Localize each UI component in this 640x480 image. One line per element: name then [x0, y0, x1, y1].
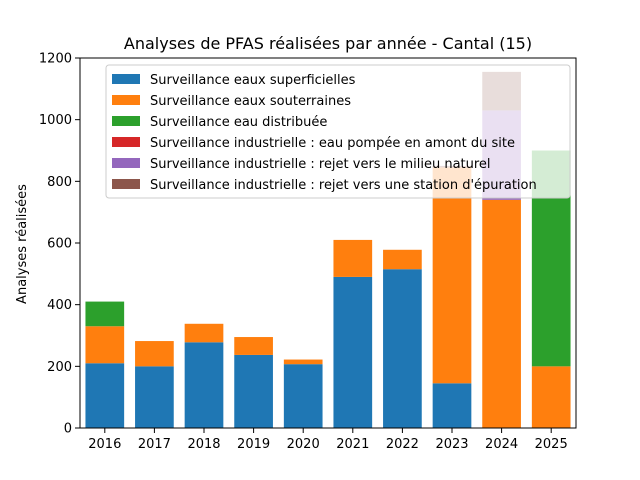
x-tick-label: 2019	[237, 437, 270, 452]
legend-swatch	[112, 179, 140, 189]
x-tick-label: 2018	[187, 437, 220, 452]
y-tick-label: 0	[64, 422, 72, 437]
bar-2023-series-0	[432, 383, 472, 428]
bar-2022-series-0	[383, 269, 422, 428]
bar-2021-series-0	[333, 276, 373, 428]
bar-2016-series-0	[85, 363, 125, 428]
bar-2016-series-1	[85, 326, 125, 364]
legend-swatch	[112, 116, 140, 126]
legend-label: Surveillance eaux superficielles	[150, 73, 356, 88]
legend-label: Surveillance industrielle : rejet vers l…	[150, 157, 491, 172]
chart-title: Analyses de PFAS réalisées par année - C…	[124, 34, 532, 53]
bar-2021-series-1	[333, 239, 373, 277]
legend-frame	[105, 64, 571, 199]
bar-2016-series-2	[85, 301, 125, 327]
legend-swatch	[112, 74, 140, 84]
bar-2019-series-0	[234, 354, 273, 428]
bar-2025-series-1	[531, 366, 571, 428]
x-tick-label: 2016	[88, 437, 121, 452]
legend: Surveillance eaux superficielles Surveill…	[105, 64, 571, 199]
bar-2020-series-0	[283, 364, 323, 428]
legend-swatch	[112, 137, 140, 147]
y-axis-label: Analyses réalisées	[15, 184, 30, 304]
x-tick-label: 2021	[336, 437, 369, 452]
y-tick-label: 200	[47, 360, 72, 375]
x-tick-label: 2017	[138, 437, 171, 452]
bar-2018-series-1	[184, 323, 224, 343]
y-tick-label: 1000	[39, 113, 72, 128]
legend-swatch	[112, 95, 140, 105]
x-tick-label: 2024	[485, 437, 518, 452]
x-tick-label: 2025	[535, 437, 568, 452]
legend-swatch	[112, 158, 140, 168]
y-tick-label: 800	[47, 175, 72, 190]
bar-2024-series-1	[482, 199, 521, 428]
x-axis: 2016 2017 2018 2019 2020 2021 2022 2023 2024 2025	[88, 428, 568, 452]
legend-label: Surveillance industrielle : rejet vers u…	[150, 178, 537, 193]
x-tick-label: 2023	[435, 437, 468, 452]
y-tick-label: 400	[47, 298, 72, 313]
legend-label: Surveillance eaux souterraines	[150, 94, 351, 109]
y-tick-label: 1200	[39, 52, 72, 67]
bar-2023-series-1	[432, 167, 472, 384]
x-tick-label: 2022	[386, 437, 419, 452]
legend-label: Surveillance eau distribuée	[150, 115, 327, 130]
y-axis: 0 200 400 600 800 1000 1200	[39, 52, 80, 437]
plot-frame	[79, 57, 577, 429]
bar-2022-series-1	[383, 249, 422, 270]
bar-2020-series-1	[283, 359, 323, 365]
bar-2017-series-0	[135, 366, 174, 428]
bar-2019-series-1	[234, 337, 273, 355]
x-tick-label: 2020	[287, 437, 320, 452]
bar-2017-series-1	[135, 341, 174, 367]
y-tick-label: 600	[47, 237, 72, 252]
bar-2018-series-0	[184, 342, 224, 428]
legend-label: Surveillance industrielle : eau pompée e…	[150, 136, 515, 151]
